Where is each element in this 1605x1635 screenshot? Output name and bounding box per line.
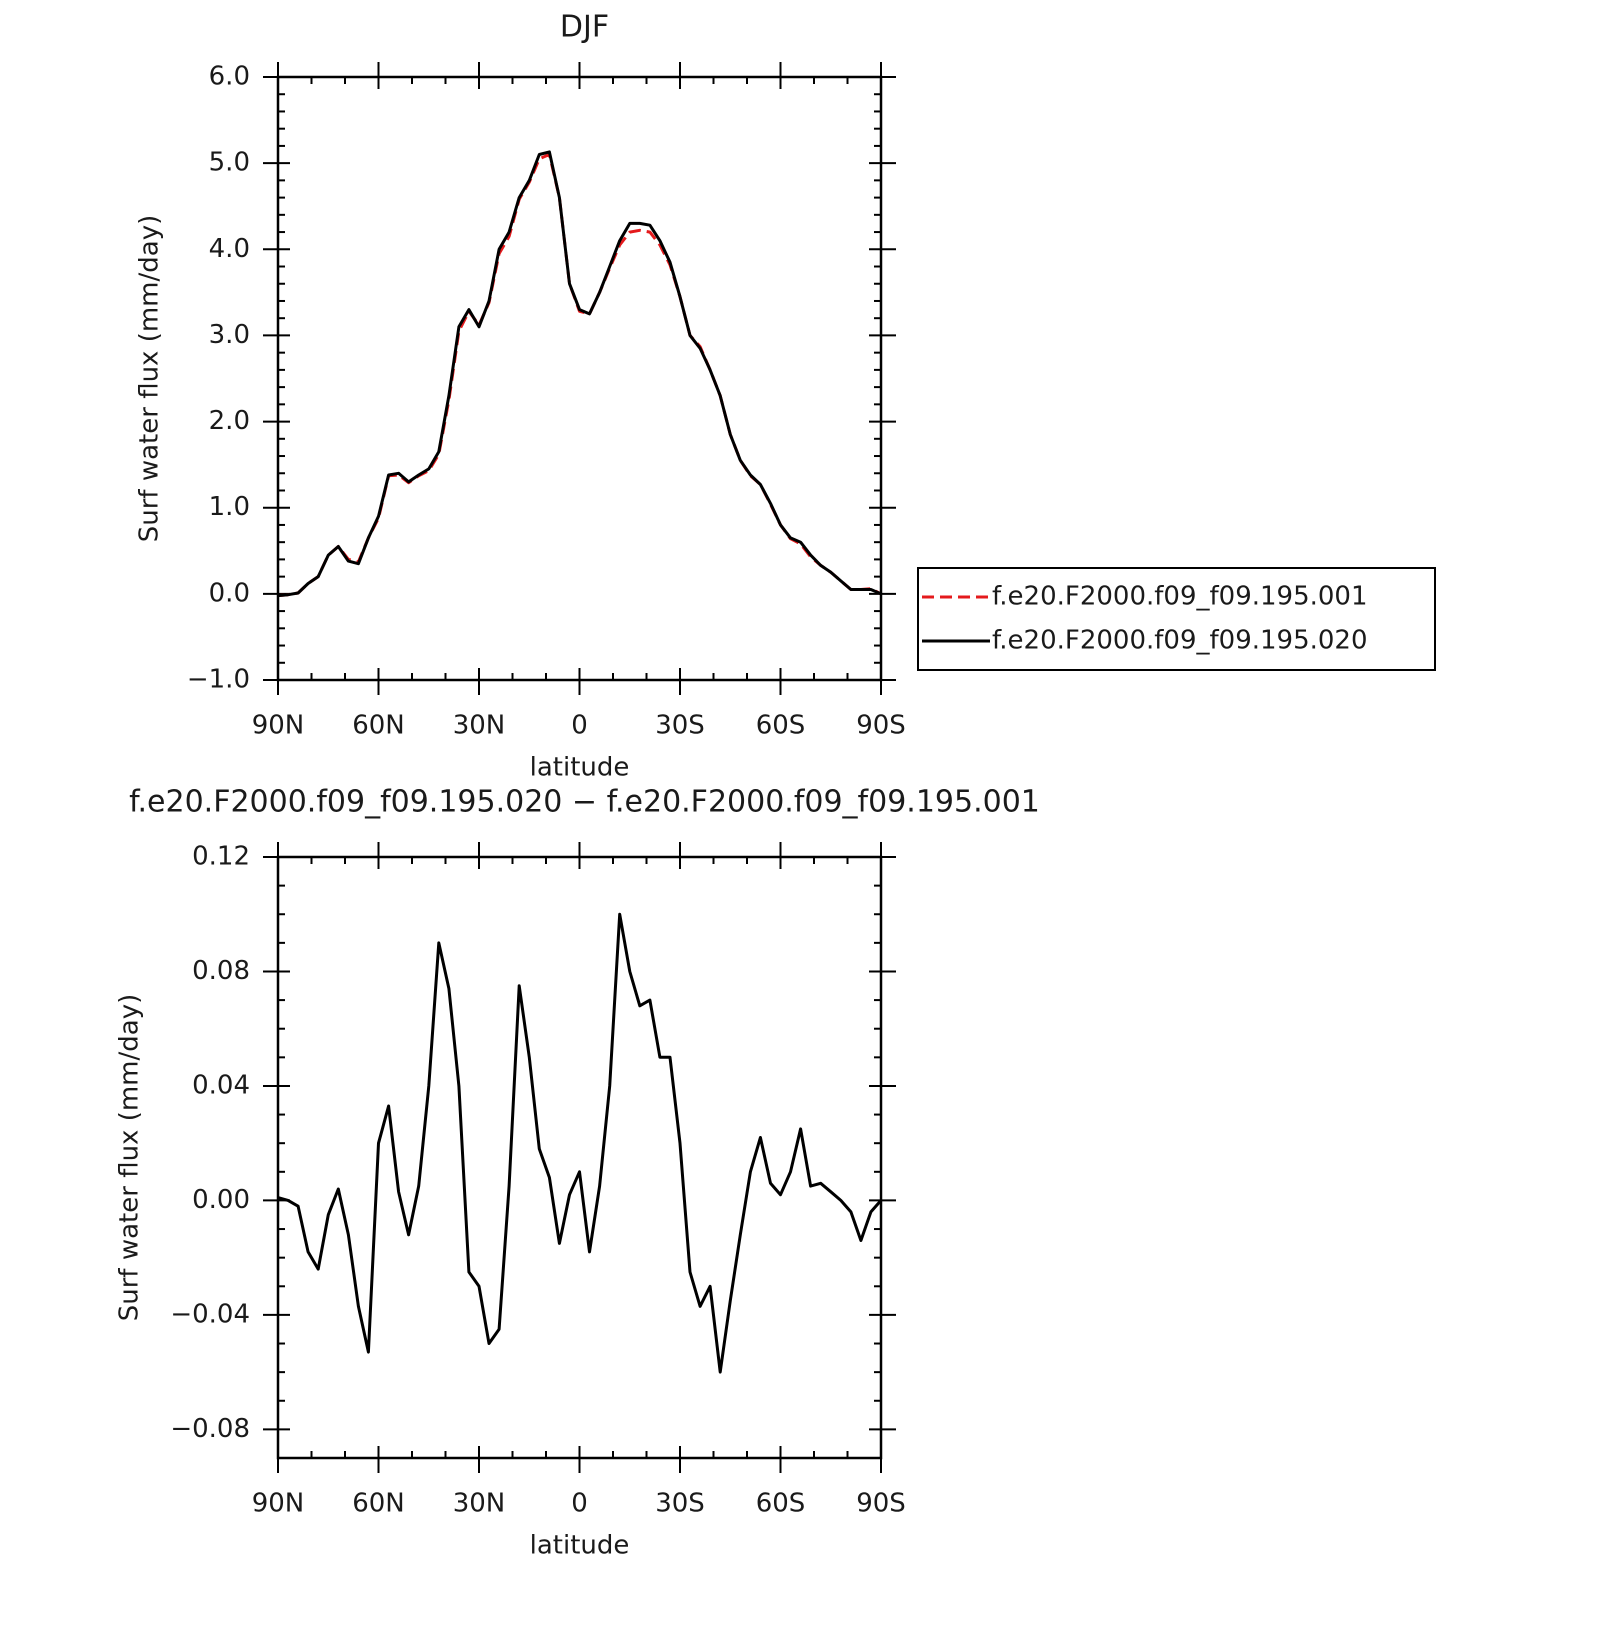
y-tick-label: 0.04 xyxy=(192,1070,250,1100)
x-tick-label: 60N xyxy=(352,711,405,741)
x-tick-label: 90S xyxy=(856,711,906,741)
y-tick-label: −0.04 xyxy=(170,1299,250,1329)
x-tick-label: 90N xyxy=(252,1489,305,1519)
x-tick-label: 30N xyxy=(453,1489,506,1519)
y-tick-label: 1.0 xyxy=(209,492,250,522)
y-tick-label: 6.0 xyxy=(209,62,250,92)
y-tick-label: −1.0 xyxy=(187,665,250,695)
y-tick-label: 0.0 xyxy=(209,578,250,608)
chart-title: DJF xyxy=(560,10,609,45)
plot-frame xyxy=(276,75,883,682)
x-axis-title: latitude xyxy=(530,1531,630,1561)
x-tick-label: 60S xyxy=(756,1489,806,1519)
y-tick-label: 0.00 xyxy=(192,1185,250,1215)
x-tick-label: 60N xyxy=(352,1489,405,1519)
y-tick-label: 5.0 xyxy=(209,148,250,178)
data-line xyxy=(277,150,882,598)
legend-label: f.e20.F2000.f09_f09.195.020 xyxy=(992,626,1368,656)
legend-label: f.e20.F2000.f09_f09.195.001 xyxy=(992,582,1368,612)
x-axis-title: latitude xyxy=(530,753,630,783)
data-line xyxy=(277,153,882,598)
y-tick-label: −0.08 xyxy=(170,1414,250,1444)
legend-box xyxy=(917,567,1436,671)
chart-title: f.e20.F2000.f09_f09.195.020 − f.e20.F200… xyxy=(129,785,1040,820)
x-tick-label: 0 xyxy=(571,711,588,741)
x-tick-label: 30N xyxy=(453,711,506,741)
y-tick-label: 3.0 xyxy=(209,320,250,350)
y-axis-title: Surf water flux (mm/day) xyxy=(135,215,165,542)
y-tick-label: 0.12 xyxy=(192,842,250,872)
x-tick-label: 90S xyxy=(856,1489,906,1519)
y-tick-label: 0.08 xyxy=(192,956,250,986)
y-axis-title: Surf water flux (mm/day) xyxy=(115,994,145,1321)
y-tick-label: 4.0 xyxy=(209,234,250,264)
x-tick-label: 0 xyxy=(571,1489,588,1519)
x-tick-label: 90N xyxy=(252,711,305,741)
y-tick-label: 2.0 xyxy=(209,406,250,436)
x-tick-label: 60S xyxy=(756,711,806,741)
x-tick-label: 30S xyxy=(655,1489,705,1519)
plot-frame xyxy=(276,855,883,1460)
data-line xyxy=(277,912,883,1374)
x-tick-label: 30S xyxy=(655,711,705,741)
